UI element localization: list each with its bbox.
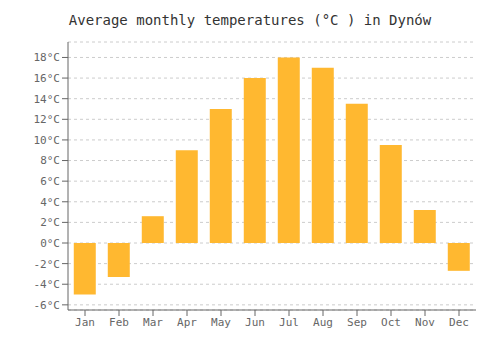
svg-text:6°C: 6°C	[40, 175, 60, 188]
svg-text:Nov: Nov	[415, 316, 435, 329]
svg-text:18°C: 18°C	[34, 51, 61, 64]
svg-text:4°C: 4°C	[40, 196, 60, 209]
svg-text:Apr: Apr	[177, 316, 197, 329]
svg-text:May: May	[211, 316, 231, 329]
svg-text:8°C: 8°C	[40, 154, 60, 167]
svg-text:12°C: 12°C	[34, 113, 61, 126]
svg-text:16°C: 16°C	[34, 72, 61, 85]
svg-text:Sep: Sep	[347, 316, 367, 329]
svg-text:14°C: 14°C	[34, 93, 61, 106]
svg-text:2°C: 2°C	[40, 216, 60, 229]
svg-text:10°C: 10°C	[34, 134, 61, 147]
svg-text:Oct: Oct	[381, 316, 401, 329]
svg-text:0°C: 0°C	[40, 237, 60, 250]
svg-text:-2°C: -2°C	[34, 258, 61, 271]
svg-text:Jun: Jun	[245, 316, 265, 329]
svg-text:Jul: Jul	[279, 316, 299, 329]
svg-text:Aug: Aug	[313, 316, 333, 329]
html-text:Average monthly temperatures (: Average monthly temperatures (°C ) in Dy…	[68, 12, 432, 28]
svg-text:-4°C: -4°C	[34, 278, 61, 291]
svg-text:Mar: Mar	[143, 316, 163, 329]
svg-text:Jan: Jan	[75, 316, 95, 329]
svg-text:Feb: Feb	[109, 316, 129, 329]
svg-text:-6°C: -6°C	[34, 299, 61, 312]
svg-text:Dec: Dec	[449, 316, 469, 329]
